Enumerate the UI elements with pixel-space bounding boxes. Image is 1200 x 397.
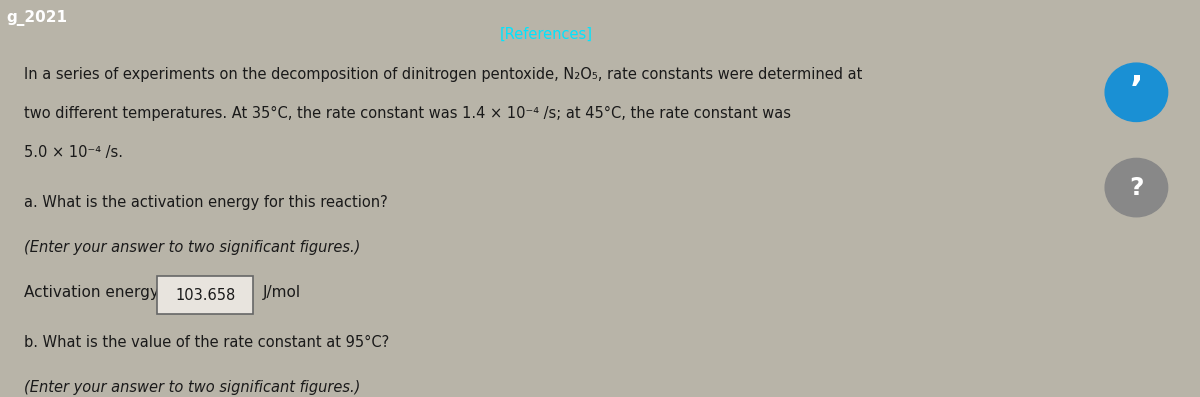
Text: two different temperatures. At 35°C, the rate constant was 1.4 × 10⁻⁴ /s; at 45°: two different temperatures. At 35°C, the… bbox=[24, 106, 791, 121]
Text: (Enter your answer to two significant figures.): (Enter your answer to two significant fi… bbox=[24, 240, 360, 255]
Text: ’: ’ bbox=[1129, 74, 1144, 108]
Text: J/mol: J/mol bbox=[263, 285, 301, 300]
Text: ?: ? bbox=[1129, 175, 1144, 200]
Text: In a series of experiments on the decomposition of dinitrogen pentoxide, N₂O₅, r: In a series of experiments on the decomp… bbox=[24, 67, 863, 83]
Circle shape bbox=[1105, 63, 1168, 121]
Circle shape bbox=[1105, 158, 1168, 217]
Text: 5.0 × 10⁻⁴ /s.: 5.0 × 10⁻⁴ /s. bbox=[24, 145, 122, 160]
Text: (Enter your answer to two significant figures.): (Enter your answer to two significant fi… bbox=[24, 380, 360, 395]
Text: 103.658: 103.658 bbox=[175, 288, 235, 303]
Text: g_2021: g_2021 bbox=[6, 10, 67, 26]
FancyBboxPatch shape bbox=[157, 276, 253, 314]
Text: a. What is the activation energy for this reaction?: a. What is the activation energy for thi… bbox=[24, 195, 388, 210]
Text: Activation energy =: Activation energy = bbox=[24, 285, 176, 300]
Text: [References]: [References] bbox=[499, 27, 593, 42]
Text: b. What is the value of the rate constant at 95°C?: b. What is the value of the rate constan… bbox=[24, 335, 389, 350]
